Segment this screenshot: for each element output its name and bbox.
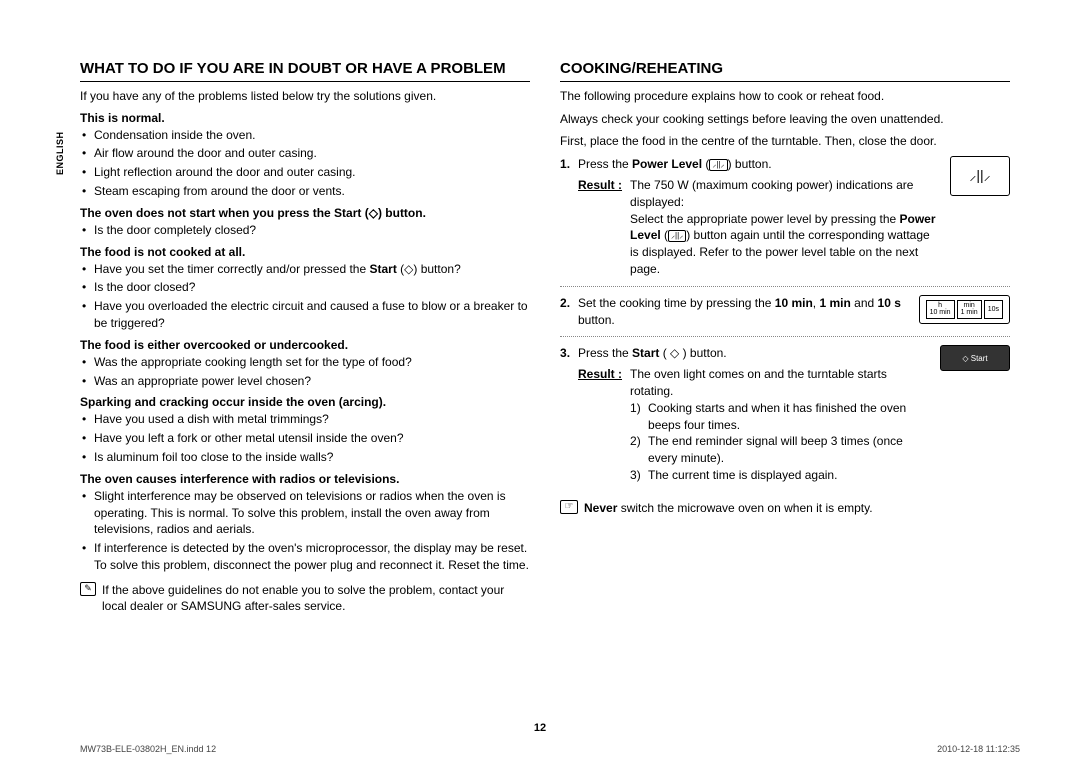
start-button-image: ◇ Start [940, 345, 1010, 371]
steps-list: Press the Power Level (⸝||⸝) button. Res… [560, 156, 1010, 492]
right-heading: COOKING/REHEATING [560, 60, 1010, 82]
bullet-item: If interference is detected by the oven'… [94, 540, 530, 574]
result-item: 3)The current time is displayed again. [630, 467, 930, 484]
section-title: This is normal. [80, 111, 530, 125]
bullet-item: Have you overloaded the electric circuit… [94, 298, 530, 332]
bullet-list: Have you set the timer correctly and/or … [80, 261, 530, 332]
language-tab: ENGLISH [55, 131, 65, 175]
bullet-list: Have you used a dish with metal trimming… [80, 411, 530, 465]
bullet-list: Condensation inside the oven.Air flow ar… [80, 127, 530, 200]
power-level-button-image: ⸝||⸝ [950, 156, 1010, 196]
left-intro: If you have any of the problems listed b… [80, 88, 530, 105]
right-intro-3: First, place the food in the centre of t… [560, 133, 1010, 150]
step-1: Press the Power Level (⸝||⸝) button. Res… [560, 156, 1010, 287]
section-title: The food is not cooked at all. [80, 245, 530, 259]
bullet-item: Was the appropriate cooking length set f… [94, 354, 530, 371]
bullet-item: Have you used a dish with metal trimming… [94, 411, 530, 428]
bullet-item: Is the door closed? [94, 279, 530, 296]
section-title: The oven does not start when you press t… [80, 206, 530, 220]
result-item: 2)The end reminder signal will beep 3 ti… [630, 433, 930, 467]
bullet-item: Is aluminum foil too close to the inside… [94, 449, 530, 466]
note-row: ✎ If the above guidelines do not enable … [80, 582, 530, 616]
section-title: The oven causes interference with radios… [80, 472, 530, 486]
bullet-item: Slight interference may be observed on t… [94, 488, 530, 538]
bullet-list: Is the door completely closed? [80, 222, 530, 239]
page-number: 12 [0, 722, 1080, 734]
result-label-3: Result : [578, 366, 622, 484]
step2-line: Set the cooking time by pressing the 10 … [578, 295, 909, 329]
bullet-item: Air flow around the door and outer casin… [94, 145, 530, 162]
step-2: Set the cooking time by pressing the 10 … [560, 295, 1010, 338]
step1-line: Press the Power Level (⸝||⸝) button. [578, 156, 940, 173]
left-heading: WHAT TO DO IF YOU ARE IN DOUBT OR HAVE A… [80, 60, 530, 82]
bullet-item: Have you set the timer correctly and/or … [94, 261, 530, 278]
right-intro-1: The following procedure explains how to … [560, 88, 1010, 105]
warning-row: ☞ Never switch the microwave oven on whe… [560, 500, 1010, 517]
step-3: Press the Start ( ◇ ) button. Result : T… [560, 345, 1010, 491]
step1-result: The 750 W (maximum cooking power) indica… [630, 177, 940, 278]
bullet-item: Was an appropriate power level chosen? [94, 373, 530, 390]
bullet-item: Condensation inside the oven. [94, 127, 530, 144]
right-intro-2: Always check your cooking settings befor… [560, 111, 1010, 128]
warning-text: Never switch the microwave oven on when … [584, 500, 873, 517]
section-title: Sparking and cracking occur inside the o… [80, 395, 530, 409]
section-title: The food is either overcooked or underco… [80, 338, 530, 352]
step3-line: Press the Start ( ◇ ) button. [578, 345, 930, 362]
result-item: 1)Cooking starts and when it has finishe… [630, 400, 930, 434]
right-column: COOKING/REHEATING The following procedur… [560, 60, 1010, 615]
note-icon: ✎ [80, 582, 96, 596]
bullet-item: Have you left a fork or other metal uten… [94, 430, 530, 447]
manual-page: ENGLISH WHAT TO DO IF YOU ARE IN DOUBT O… [0, 0, 1080, 782]
time-buttons-image: h10 min min1 min 10s [919, 295, 1010, 324]
bullet-item: Light reflection around the door and out… [94, 164, 530, 181]
footer-left: MW73B-ELE-03802H_EN.indd 12 [80, 744, 216, 754]
left-column: WHAT TO DO IF YOU ARE IN DOUBT OR HAVE A… [80, 60, 530, 615]
bullet-item: Steam escaping from around the door or v… [94, 183, 530, 200]
two-column-layout: WHAT TO DO IF YOU ARE IN DOUBT OR HAVE A… [80, 60, 1020, 615]
result-label: Result : [578, 177, 622, 278]
bullet-list: Slight interference may be observed on t… [80, 488, 530, 574]
warning-icon: ☞ [560, 500, 578, 514]
step3-result: The oven light comes on and the turntabl… [630, 366, 930, 400]
bullet-list: Was the appropriate cooking length set f… [80, 354, 530, 390]
footer: MW73B-ELE-03802H_EN.indd 12 2010-12-18 1… [80, 744, 1020, 754]
footer-right: 2010-12-18 11:12:35 [937, 744, 1020, 754]
bullet-item: Is the door completely closed? [94, 222, 530, 239]
note-text: If the above guidelines do not enable yo… [102, 582, 530, 616]
